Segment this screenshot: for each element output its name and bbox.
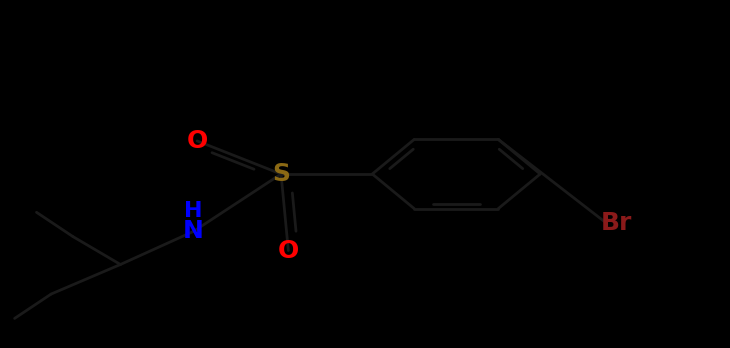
Text: O: O <box>186 129 208 153</box>
Text: O: O <box>277 239 299 262</box>
Text: H: H <box>184 200 203 221</box>
Text: S: S <box>272 162 290 186</box>
Text: Br: Br <box>602 211 632 235</box>
Text: N: N <box>183 220 204 243</box>
